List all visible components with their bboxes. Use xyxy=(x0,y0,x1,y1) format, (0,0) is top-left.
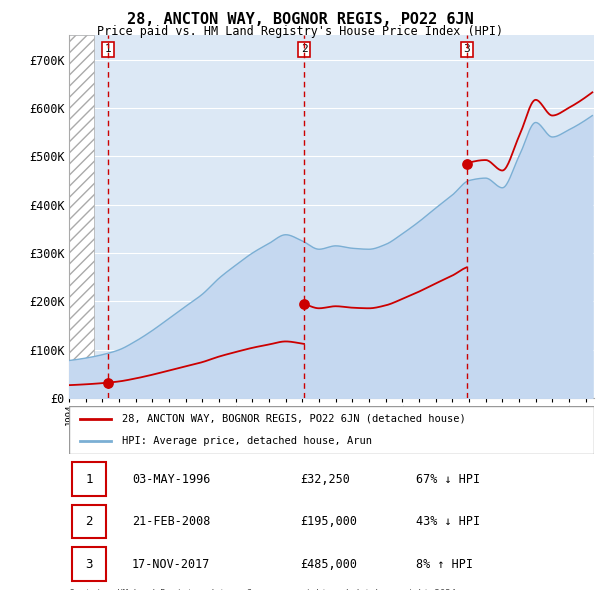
Point xyxy=(462,159,472,168)
FancyBboxPatch shape xyxy=(71,462,106,496)
Text: Price paid vs. HM Land Registry's House Price Index (HPI): Price paid vs. HM Land Registry's House … xyxy=(97,25,503,38)
Text: 3: 3 xyxy=(463,44,470,54)
Text: 2: 2 xyxy=(85,515,93,528)
FancyBboxPatch shape xyxy=(69,406,594,454)
Bar xyxy=(69,35,94,398)
Text: 1: 1 xyxy=(104,44,111,54)
Text: 1: 1 xyxy=(85,473,93,486)
Text: £485,000: £485,000 xyxy=(300,558,357,571)
Text: 3: 3 xyxy=(85,558,93,571)
FancyBboxPatch shape xyxy=(71,547,106,581)
Text: 21-FEB-2008: 21-FEB-2008 xyxy=(132,515,211,528)
Text: Contains HM Land Registry data © Crown copyright and database right 2024.: Contains HM Land Registry data © Crown c… xyxy=(69,589,461,590)
Text: HPI: Average price, detached house, Arun: HPI: Average price, detached house, Arun xyxy=(121,436,371,446)
Text: 28, ANCTON WAY, BOGNOR REGIS, PO22 6JN: 28, ANCTON WAY, BOGNOR REGIS, PO22 6JN xyxy=(127,12,473,27)
Text: 43% ↓ HPI: 43% ↓ HPI xyxy=(415,515,479,528)
Text: 03-MAY-1996: 03-MAY-1996 xyxy=(132,473,211,486)
Text: 17-NOV-2017: 17-NOV-2017 xyxy=(132,558,211,571)
Text: 8% ↑ HPI: 8% ↑ HPI xyxy=(415,558,473,571)
FancyBboxPatch shape xyxy=(71,504,106,539)
Text: 2: 2 xyxy=(301,44,308,54)
Text: £32,250: £32,250 xyxy=(300,473,350,486)
Text: 67% ↓ HPI: 67% ↓ HPI xyxy=(415,473,479,486)
Point xyxy=(299,299,309,309)
Text: £195,000: £195,000 xyxy=(300,515,357,528)
Point xyxy=(103,378,113,388)
Text: 28, ANCTON WAY, BOGNOR REGIS, PO22 6JN (detached house): 28, ANCTON WAY, BOGNOR REGIS, PO22 6JN (… xyxy=(121,414,465,424)
